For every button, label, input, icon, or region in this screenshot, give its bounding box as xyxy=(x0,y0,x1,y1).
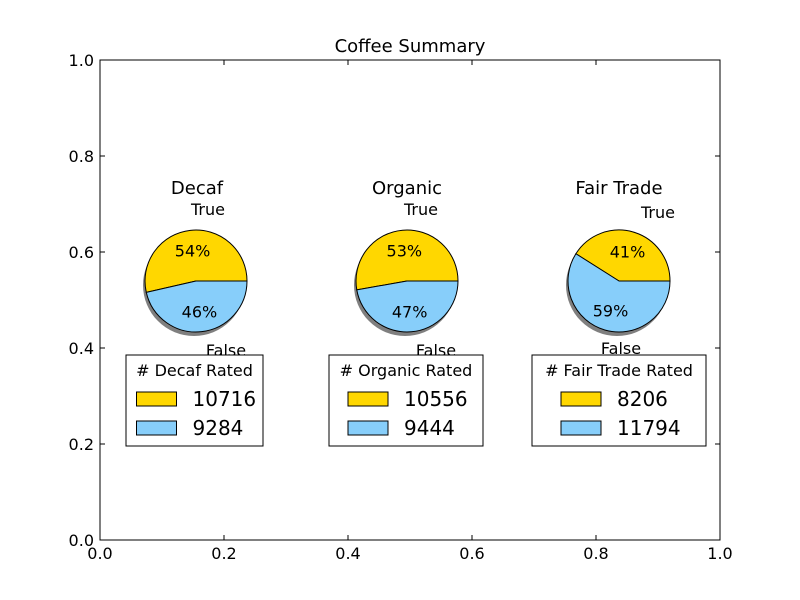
pie-percent-label: 41% xyxy=(610,243,646,262)
pie-slice-false xyxy=(356,280,459,333)
x-tick-label: 0.4 xyxy=(335,544,360,563)
legend-entry-label: 10716 xyxy=(193,387,257,411)
legend-entry-label: 10556 xyxy=(404,387,468,411)
pie-label-true: True xyxy=(403,200,438,219)
x-tick-label: 1.0 xyxy=(707,544,732,563)
legend-swatch-true xyxy=(560,391,602,407)
legend-entry-label: 11794 xyxy=(617,416,681,440)
pie-percent-label: 47% xyxy=(392,302,428,321)
legend-swatch-false xyxy=(136,420,177,436)
pie-slice-true xyxy=(144,229,248,293)
x-tick-label: 0.8 xyxy=(583,544,608,563)
x-tick-label: 0.6 xyxy=(459,544,484,563)
y-tick-label: 1.0 xyxy=(69,51,94,70)
legend-swatch-true xyxy=(136,391,177,407)
y-tick-label: 0.2 xyxy=(69,435,94,454)
y-tick-label: 0.0 xyxy=(69,531,94,550)
pie-title: Decaf xyxy=(171,178,224,199)
chart-title: Coffee Summary xyxy=(335,36,486,57)
legend-entry-label: 9444 xyxy=(404,416,455,440)
legend: # Decaf Rated 10716 9284 xyxy=(125,354,264,447)
y-tick-label: 0.6 xyxy=(69,243,94,262)
pie-slice-true xyxy=(355,229,459,291)
legend-title: # Decaf Rated xyxy=(136,361,253,380)
pie-percent-label: 54% xyxy=(175,242,211,261)
pie-label-false: False xyxy=(601,339,641,358)
pie-slice-false xyxy=(567,253,671,333)
legend: # Fair Trade Rated 8206 11794 xyxy=(531,354,707,447)
pie-label-true: True xyxy=(640,203,675,222)
legend-entry-label: 8206 xyxy=(617,387,668,411)
pie-title: Fair Trade xyxy=(575,178,662,199)
pie-percent-label: 59% xyxy=(593,301,629,320)
pie-percent-label: 46% xyxy=(182,302,218,321)
legend-title: # Organic Rated xyxy=(340,361,473,380)
y-tick-label: 0.8 xyxy=(69,147,94,166)
legend-title: # Fair Trade Rated xyxy=(545,361,693,380)
pie-title: Organic xyxy=(372,178,442,199)
legend-entry-label: 9284 xyxy=(193,416,244,440)
pie-groups: Decaf 54% 46% True False # Decaf Rated 10716 92… xyxy=(125,178,707,447)
y-tick-label: 0.4 xyxy=(69,339,94,358)
x-tick-label: 0.2 xyxy=(211,544,236,563)
pie-percent-label: 53% xyxy=(387,242,423,261)
x-tick-label: 0.0 xyxy=(87,544,112,563)
legend-swatch-false xyxy=(560,420,602,436)
legend: # Organic Rated 10556 9444 xyxy=(328,354,484,447)
legend-swatch-false xyxy=(347,420,389,436)
pie-label-true: True xyxy=(190,200,225,219)
legend-swatch-true xyxy=(347,391,389,407)
pie-slice-false xyxy=(145,280,248,333)
plot-frame xyxy=(99,59,721,541)
